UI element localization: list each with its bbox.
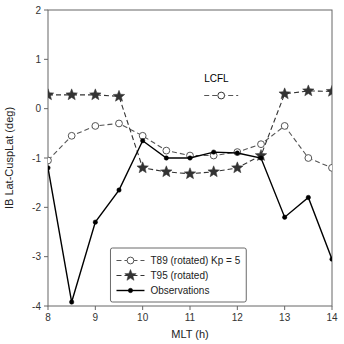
point bbox=[140, 139, 144, 143]
chart-container: 891011121314-4-3-2-1012MLT (h)IB Lat-Cus… bbox=[0, 0, 344, 344]
point bbox=[259, 156, 263, 160]
chart-svg: 891011121314-4-3-2-1012MLT (h)IB Lat-Cus… bbox=[0, 0, 344, 344]
series-group bbox=[48, 85, 332, 304]
legend-handle-marker bbox=[127, 257, 134, 264]
point bbox=[68, 132, 75, 139]
x-tick bbox=[190, 306, 191, 310]
point bbox=[188, 156, 192, 160]
legend-label: T95 (rotated) bbox=[150, 270, 208, 281]
x-tick bbox=[142, 306, 143, 310]
point bbox=[93, 220, 97, 224]
plot-background bbox=[48, 10, 332, 306]
annotation-indicator-marker bbox=[218, 92, 225, 99]
x-tick bbox=[332, 306, 333, 310]
series-line bbox=[48, 141, 332, 302]
point bbox=[48, 89, 54, 100]
point bbox=[116, 120, 123, 127]
axes: 891011121314-4-3-2-1012 bbox=[32, 5, 338, 324]
point bbox=[281, 123, 288, 130]
point bbox=[279, 88, 290, 99]
x-tick-label: 9 bbox=[93, 312, 99, 323]
y-tick-label: -1 bbox=[32, 153, 41, 164]
y-tick-label: 0 bbox=[35, 103, 41, 114]
point bbox=[232, 162, 243, 173]
point bbox=[66, 89, 77, 100]
point bbox=[282, 215, 286, 219]
annotations: LCFL bbox=[204, 73, 238, 99]
y-tick bbox=[44, 59, 48, 60]
point bbox=[137, 162, 148, 173]
point bbox=[258, 141, 265, 148]
y-tick bbox=[44, 207, 48, 208]
point bbox=[139, 132, 146, 139]
point bbox=[113, 90, 124, 101]
x-tick-label: 14 bbox=[326, 312, 338, 323]
point bbox=[211, 150, 215, 154]
x-axis-label: MLT (h) bbox=[171, 328, 209, 340]
point bbox=[303, 85, 314, 96]
point bbox=[255, 150, 266, 161]
legend-handle-marker bbox=[128, 288, 132, 292]
y-tick-label: 2 bbox=[35, 5, 41, 16]
point bbox=[329, 164, 332, 171]
y-tick bbox=[44, 108, 48, 109]
point bbox=[161, 166, 172, 177]
y-tick bbox=[44, 158, 48, 159]
x-tick-label: 10 bbox=[137, 312, 149, 323]
point bbox=[69, 300, 73, 304]
plot-frame bbox=[48, 10, 332, 306]
point bbox=[330, 257, 332, 261]
point bbox=[234, 149, 241, 156]
y-axis-label: IB Lat-CuspLat (deg) bbox=[3, 107, 15, 209]
point bbox=[305, 155, 312, 162]
point bbox=[90, 89, 101, 100]
point bbox=[48, 166, 50, 170]
y-tick bbox=[44, 256, 48, 257]
x-tick-label: 13 bbox=[279, 312, 291, 323]
x-tick-label: 8 bbox=[45, 312, 51, 323]
y-tick bbox=[44, 10, 48, 11]
series-line bbox=[48, 123, 332, 167]
point bbox=[184, 168, 195, 179]
x-tick bbox=[237, 306, 238, 310]
point bbox=[306, 195, 310, 199]
annotation-text: LCFL bbox=[204, 73, 229, 84]
point bbox=[92, 123, 99, 130]
point bbox=[235, 151, 239, 155]
point bbox=[326, 85, 332, 96]
x-tick bbox=[95, 306, 96, 310]
legend-label: Observations bbox=[150, 285, 209, 296]
y-tick-label: -2 bbox=[32, 202, 41, 213]
y-tick-label: -4 bbox=[32, 301, 41, 312]
point bbox=[164, 156, 168, 160]
point bbox=[48, 157, 51, 164]
series bbox=[48, 85, 332, 179]
series bbox=[48, 139, 332, 305]
legend-handle-marker bbox=[125, 270, 136, 281]
series bbox=[48, 120, 332, 171]
y-tick bbox=[44, 306, 48, 307]
legend: T89 (rotated) Kp = 5 T95 (rotated) Observa… bbox=[110, 248, 246, 302]
x-tick bbox=[48, 306, 49, 310]
legend-label: T89 (rotated) Kp = 5 bbox=[150, 255, 240, 266]
x-tick-label: 11 bbox=[185, 312, 196, 323]
point bbox=[163, 147, 170, 154]
point bbox=[117, 188, 121, 192]
legend-frame bbox=[110, 248, 246, 302]
y-tick-label: -3 bbox=[32, 251, 41, 262]
point bbox=[208, 166, 219, 177]
x-tick-label: 12 bbox=[232, 312, 244, 323]
series-line bbox=[48, 91, 332, 174]
x-tick bbox=[284, 306, 285, 310]
y-tick-label: 1 bbox=[35, 54, 41, 65]
